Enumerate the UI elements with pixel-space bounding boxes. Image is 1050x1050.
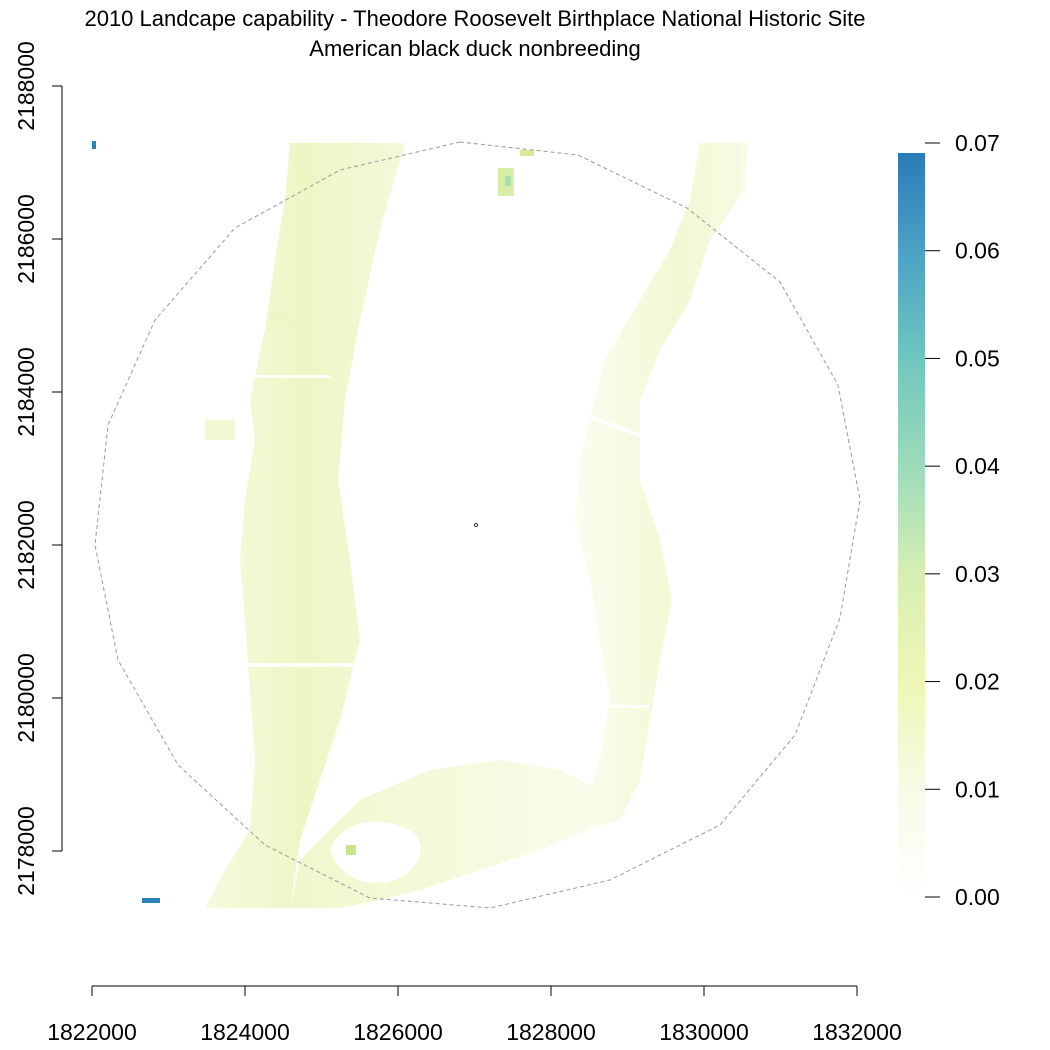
y-axis-tick-label: 2188000 [13, 41, 39, 131]
high-value-cell [142, 898, 160, 903]
high-value-cell [92, 141, 96, 149]
capability-raster [92, 141, 748, 908]
west-river-band [205, 143, 405, 908]
map-title-line-1: 2010 Landcape capability - Theodore Roos… [84, 6, 865, 31]
south-patch [346, 845, 356, 855]
east-band-gap [590, 415, 644, 439]
x-axis-tick-label: 1830000 [659, 1019, 749, 1045]
y-axis-tick-label: 2186000 [13, 194, 39, 284]
north-patch [505, 176, 511, 186]
y-axis: 2178000 2180000 2182000 2184000 2186000 21880… [13, 41, 63, 896]
x-axis-tick-label: 1826000 [353, 1019, 443, 1045]
x-axis-tick-label: 1828000 [506, 1019, 596, 1045]
y-axis-tick-label: 2184000 [13, 347, 39, 437]
legend-tick-label: 0.04 [955, 453, 1000, 479]
legend-tick-label: 0.06 [955, 238, 1000, 264]
south-harbor-band [290, 760, 600, 908]
west-band-gap [245, 663, 355, 667]
legend-tick-label: 0.01 [955, 776, 1000, 802]
color-legend: 0.00 0.01 0.02 0.03 0.04 0.05 0.06 0.07 [898, 130, 1000, 910]
east-band-gap [610, 705, 650, 708]
x-axis: 1822000 1824000 1826000 1828000 1830000 18320… [47, 985, 902, 1045]
north-patch [520, 150, 534, 156]
legend-tick-label: 0.02 [955, 669, 1000, 695]
east-river-band [575, 143, 748, 830]
legend-colorbar [898, 153, 925, 897]
y-axis-tick-label: 2180000 [13, 653, 39, 743]
legend-tick-label: 0.03 [955, 561, 1000, 587]
west-patch [205, 420, 235, 440]
x-axis-tick-label: 1822000 [47, 1019, 137, 1045]
west-patch [270, 310, 294, 324]
x-axis-tick-label: 1832000 [812, 1019, 902, 1045]
south-island [330, 821, 421, 883]
legend-tick-label: 0.07 [955, 130, 1000, 156]
y-axis-tick-label: 2178000 [13, 806, 39, 896]
site-marker [474, 523, 478, 527]
west-band-gap [240, 375, 330, 378]
legend-tick-label: 0.05 [955, 345, 1000, 371]
map-title-line-2: American black duck nonbreeding [309, 36, 640, 61]
legend-tick-label: 0.00 [955, 884, 1000, 910]
y-axis-tick-label: 2182000 [13, 500, 39, 590]
x-axis-tick-label: 1824000 [200, 1019, 290, 1045]
